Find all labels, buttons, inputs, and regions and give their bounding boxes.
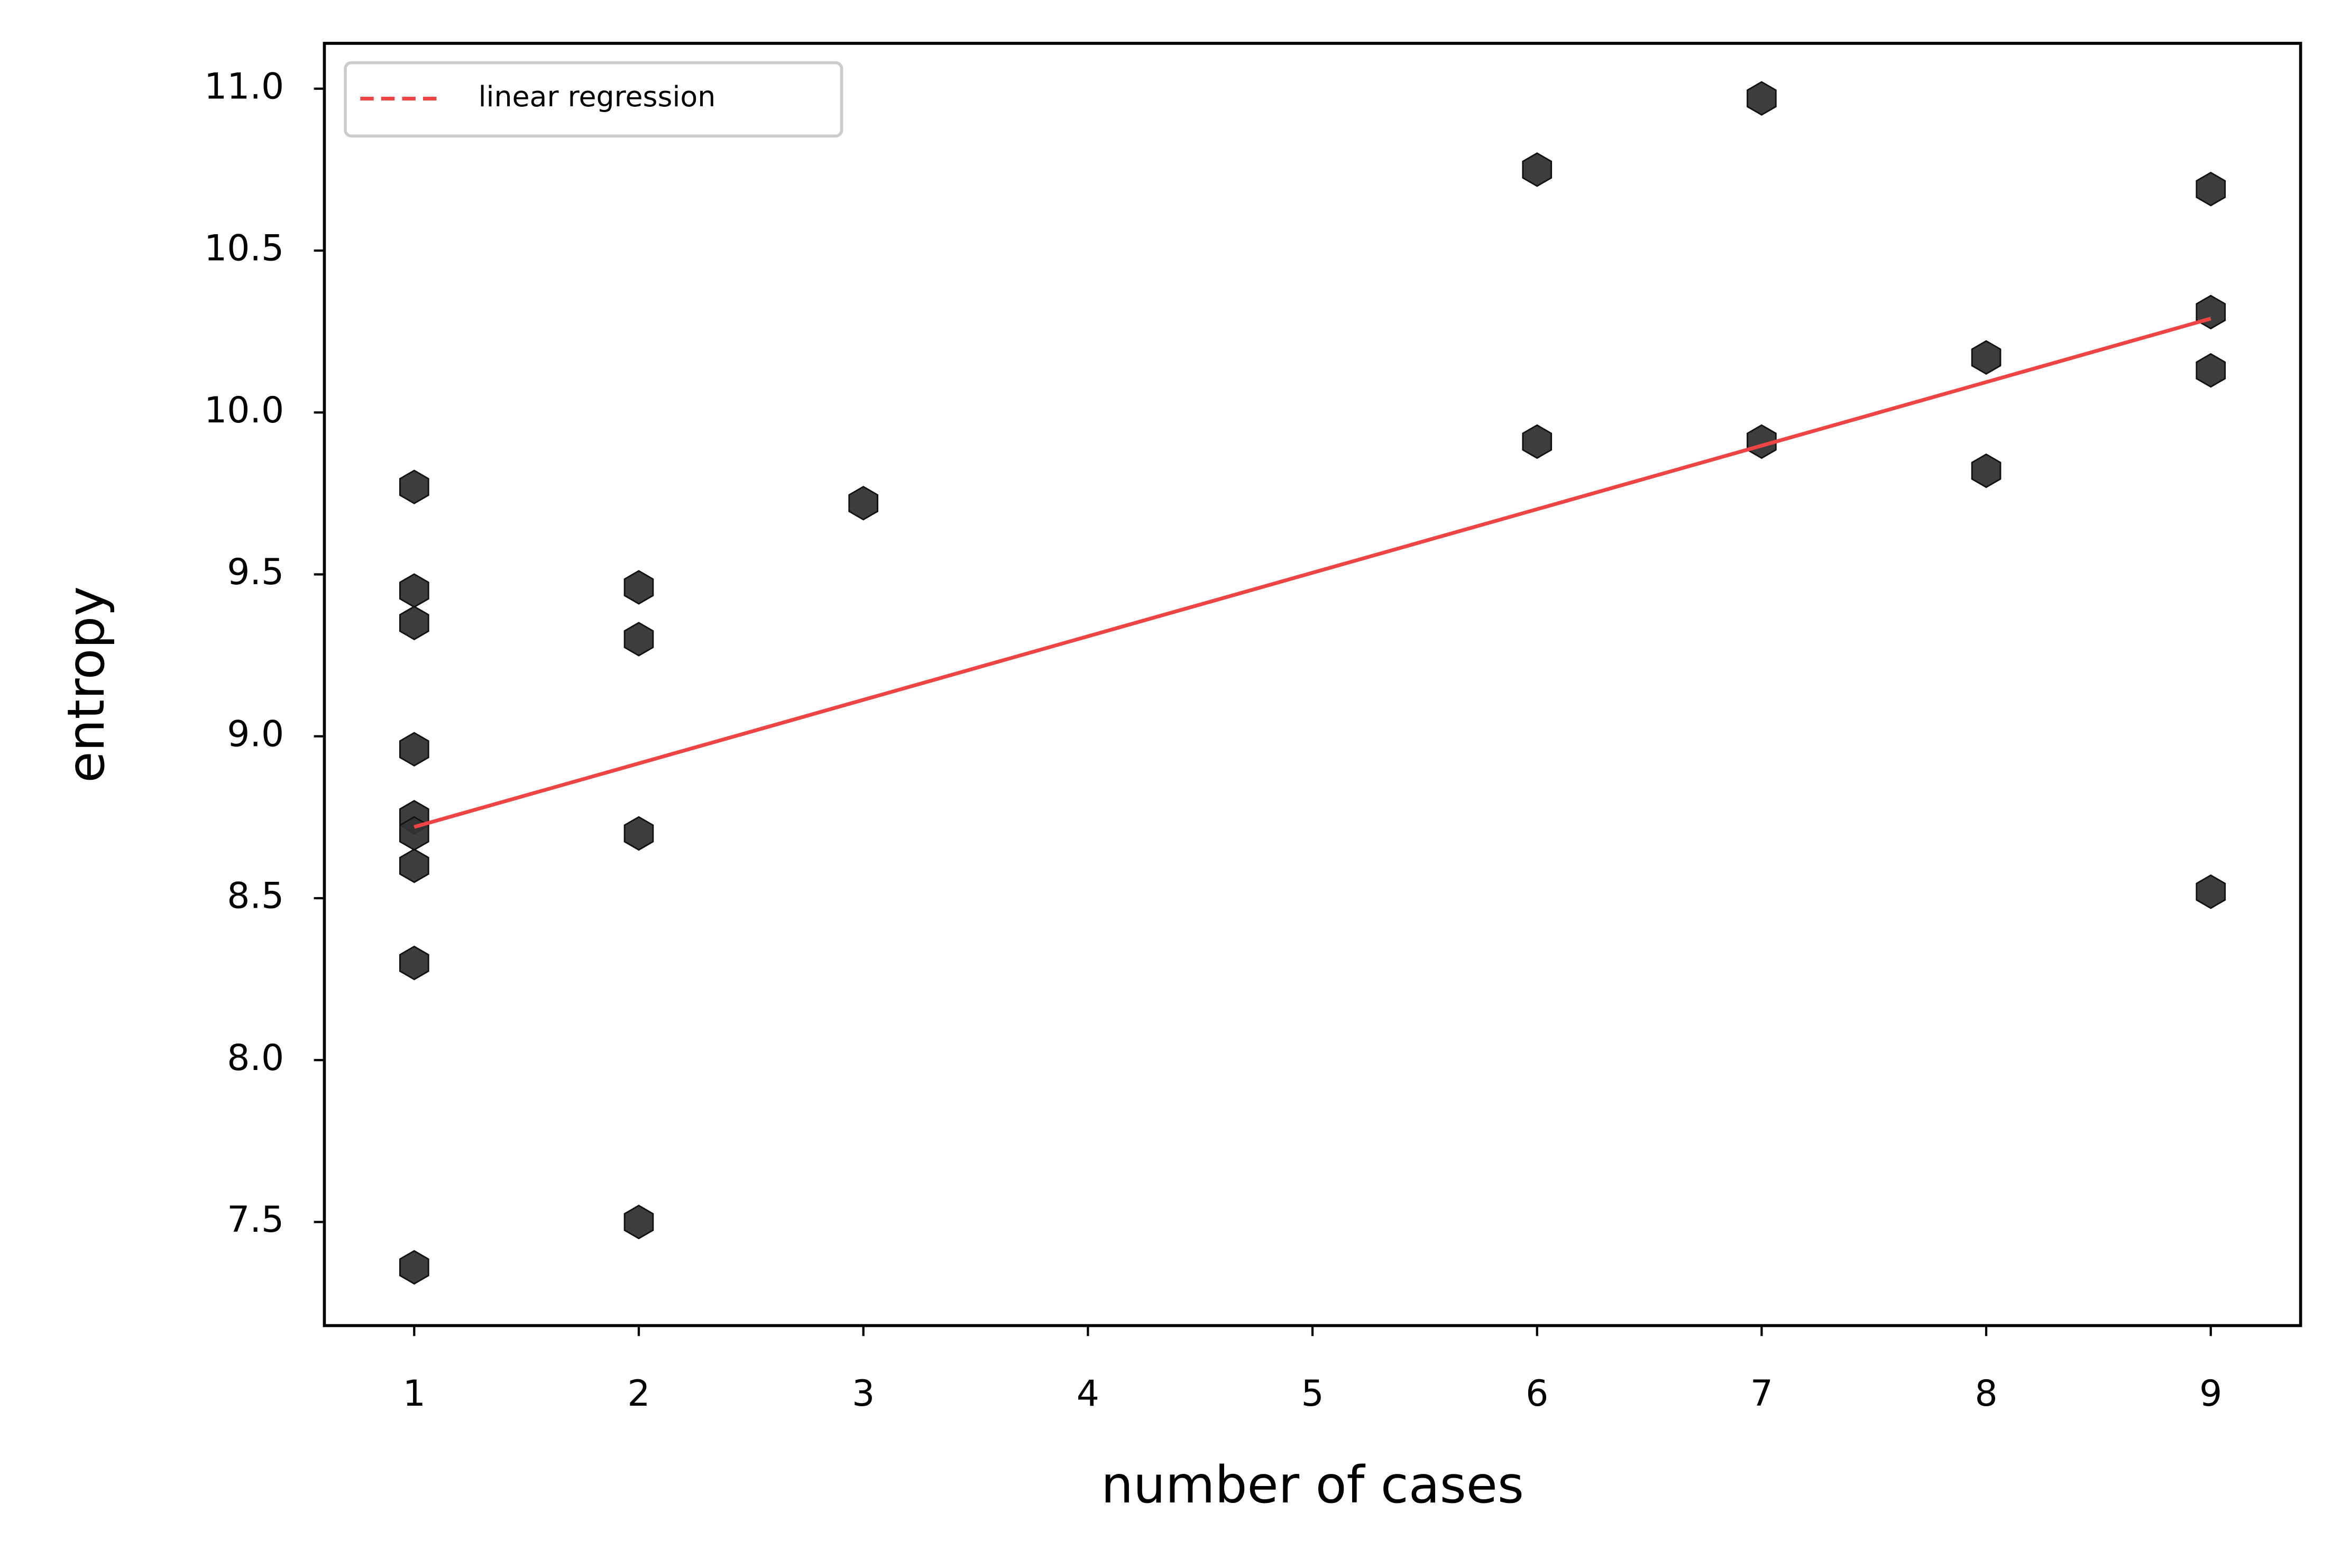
point xyxy=(2196,171,2226,207)
x-tick-label: 2 xyxy=(627,1372,650,1414)
point xyxy=(848,486,879,521)
point xyxy=(399,469,429,504)
regression-line xyxy=(414,317,2211,829)
plot-frame xyxy=(323,42,2302,1327)
point xyxy=(623,622,654,657)
x-tick-label: 9 xyxy=(2199,1372,2222,1414)
point xyxy=(1747,424,1777,459)
y-tick-label: 8.5 xyxy=(227,875,284,917)
x-axis-label: number of cases xyxy=(1101,1455,1524,1515)
point xyxy=(399,945,429,981)
point xyxy=(1522,424,1553,459)
point xyxy=(623,570,654,605)
point xyxy=(399,1250,429,1285)
y-tick-label: 9.5 xyxy=(227,551,284,593)
y-axis-label: entropy xyxy=(57,586,116,783)
point xyxy=(2196,353,2226,388)
point xyxy=(1971,453,2002,488)
point xyxy=(399,816,429,851)
point xyxy=(623,816,654,851)
x-tick-label: 6 xyxy=(1526,1372,1548,1414)
x-tick-label: 5 xyxy=(1301,1372,1324,1414)
point xyxy=(1747,81,1777,116)
x-tick-label: 4 xyxy=(1077,1372,1099,1414)
point xyxy=(399,732,429,767)
y-tick-label: 10.0 xyxy=(204,389,284,431)
legend-box xyxy=(344,61,843,138)
point xyxy=(1971,340,2002,375)
y-tick-label: 10.5 xyxy=(204,227,284,269)
y-tick-label: 8.0 xyxy=(227,1037,284,1078)
x-tick-label: 1 xyxy=(403,1372,426,1414)
y-tick-label: 7.5 xyxy=(227,1198,284,1240)
point xyxy=(623,1204,654,1240)
x-tick-label: 3 xyxy=(852,1372,875,1414)
point xyxy=(2196,294,2226,330)
point xyxy=(399,605,429,641)
point xyxy=(2196,874,2226,909)
point xyxy=(1522,152,1553,187)
x-tick-label: 8 xyxy=(1975,1372,1997,1414)
y-tick-label: 9.0 xyxy=(227,713,284,754)
point xyxy=(399,573,429,608)
y-tick-label: 11.0 xyxy=(204,65,284,107)
legend-label: linear regression xyxy=(479,80,716,113)
point xyxy=(399,848,429,883)
x-tick-label: 7 xyxy=(1750,1372,1773,1414)
